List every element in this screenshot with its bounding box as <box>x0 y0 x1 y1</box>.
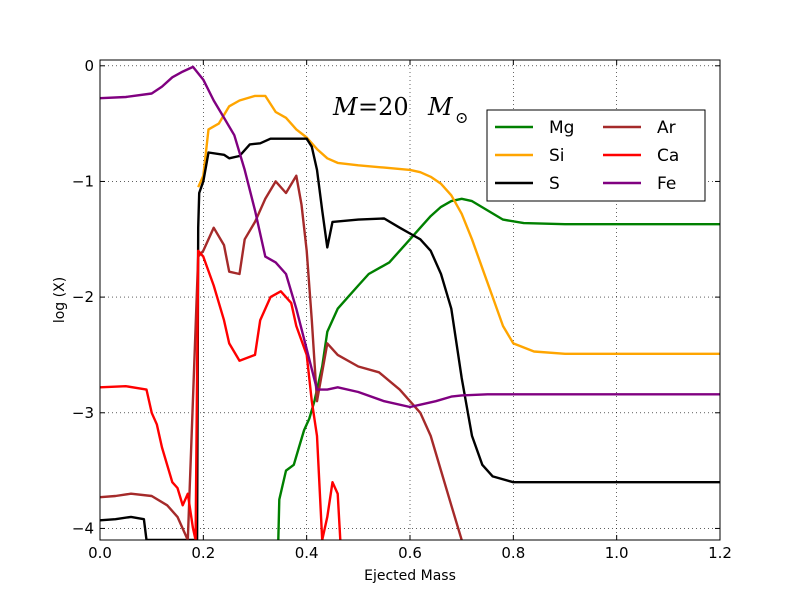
series-lines <box>100 65 720 540</box>
y-tick-label: −2 <box>72 288 94 306</box>
x-axis-label: Ejected Mass <box>364 568 456 584</box>
annotation-symbol: M <box>332 93 359 121</box>
series-line-ar <box>100 174 463 540</box>
y-tick-label: −1 <box>72 172 94 190</box>
y-tick-label: 0 <box>84 57 94 75</box>
x-tick-label: 0.8 <box>501 544 525 562</box>
annotation-sun-subscript: ⊙ <box>455 108 468 127</box>
mass-annotation: M =20 M ⊙ <box>332 93 468 127</box>
y-axis-label: log (X) <box>52 277 68 323</box>
x-tick-label: 1.2 <box>708 544 732 562</box>
series-line-mg <box>277 197 720 540</box>
legend-label-ar: Ar <box>657 118 676 138</box>
legend-label-s: S <box>549 174 560 194</box>
y-tick-labels: 0 −1 −2 −3 −4 <box>72 57 94 538</box>
annotation-equals: =20 <box>358 93 409 121</box>
x-tick-label: 0.4 <box>295 544 319 562</box>
x-tick-labels: 0.0 0.2 0.4 0.6 0.8 1.0 1.2 <box>88 544 732 562</box>
series-line-si <box>197 94 720 355</box>
legend-label-fe: Fe <box>657 174 676 194</box>
legend-label-si: Si <box>549 146 565 166</box>
x-tick-label: 0.6 <box>398 544 422 562</box>
legend: Mg Si S Ar Ca Fe <box>486 109 706 202</box>
x-tick-label: 0.2 <box>191 544 215 562</box>
series-line-s <box>100 137 720 540</box>
annotation-unit-symbol: M <box>427 93 454 121</box>
series-line-ca <box>100 249 342 540</box>
legend-label-mg: Mg <box>549 118 574 138</box>
legend-label-ca: Ca <box>657 146 679 166</box>
axis-ticks <box>99 60 721 540</box>
series-line-fe <box>100 65 720 409</box>
x-tick-label: 1.0 <box>605 544 629 562</box>
x-tick-label: 0.0 <box>88 544 112 562</box>
y-tick-label: −3 <box>72 404 94 422</box>
y-tick-label: −4 <box>72 519 94 537</box>
